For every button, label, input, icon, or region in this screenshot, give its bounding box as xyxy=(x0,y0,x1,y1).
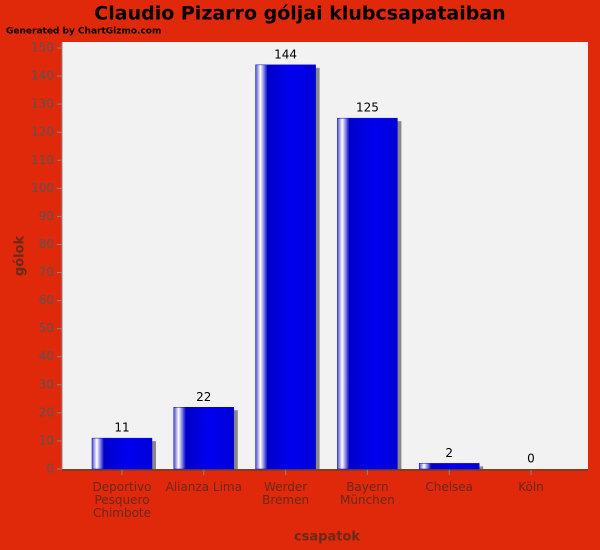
bar xyxy=(255,64,316,470)
y-tick-label: 130 xyxy=(31,97,54,111)
y-tick-label: 30 xyxy=(39,377,54,391)
generator-note: Generated by ChartGizmo.com xyxy=(6,27,161,37)
x-axis-label: csapatok xyxy=(294,530,360,545)
bar xyxy=(418,463,480,470)
y-tick-label: 70 xyxy=(39,265,54,279)
data-label: 144 xyxy=(274,47,297,61)
y-axis-label: gólok xyxy=(13,236,28,277)
plot-area xyxy=(62,42,588,470)
y-tick-label: 0 xyxy=(46,462,54,476)
y-tick-label: 10 xyxy=(39,433,54,447)
y-tick-label: 120 xyxy=(31,125,54,139)
data-label: 11 xyxy=(114,421,129,435)
y-tick-label: 110 xyxy=(31,153,54,167)
data-label: 22 xyxy=(196,390,211,404)
y-tick-label: 80 xyxy=(39,237,54,251)
y-tick-label: 140 xyxy=(31,69,54,83)
x-tick-label: Deportivo Pesquero Chimbote xyxy=(92,480,152,520)
data-label: 125 xyxy=(356,101,379,115)
y-tick-label: 100 xyxy=(31,181,54,195)
x-tick-label: Werder Bremen xyxy=(262,480,310,507)
y-tick-label: 50 xyxy=(39,321,54,335)
data-label: 0 xyxy=(527,452,535,466)
y-tick-label: 90 xyxy=(39,209,54,223)
chart-title: Claudio Pizarro góljai klubcsapataiban xyxy=(94,3,505,25)
y-tick-label: 20 xyxy=(39,405,54,419)
y-tick-label: 150 xyxy=(31,41,54,55)
bar xyxy=(337,117,398,470)
x-tick-label: Alianza Lima xyxy=(165,480,242,494)
x-tick-label: Köln xyxy=(518,480,544,494)
bar xyxy=(173,407,235,470)
y-tick-label: 60 xyxy=(39,293,54,307)
data-label: 2 xyxy=(445,446,453,460)
y-tick-label: 40 xyxy=(39,349,54,363)
x-tick-label: Bayern München xyxy=(340,480,395,507)
x-tick-label: Chelsea xyxy=(425,480,474,494)
bar xyxy=(91,437,153,470)
